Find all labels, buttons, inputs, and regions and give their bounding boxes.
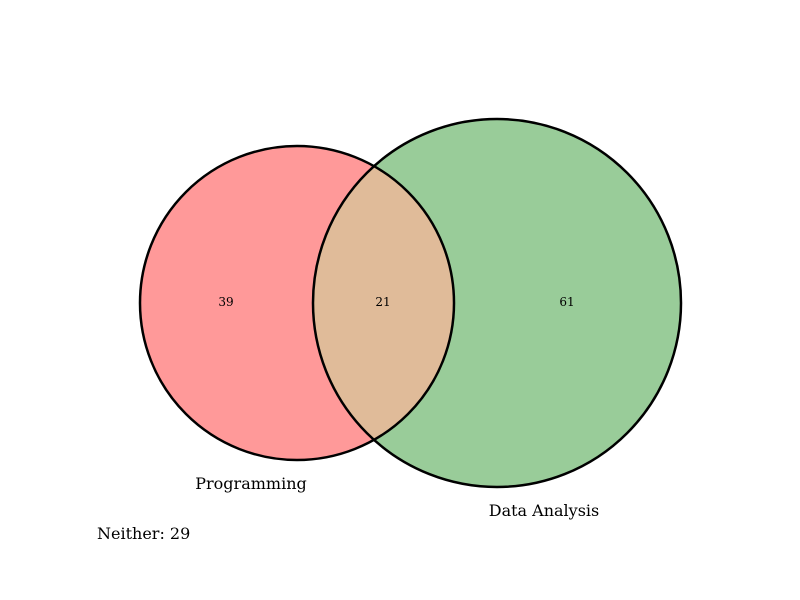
data-analysis-only-count: 61	[559, 295, 574, 309]
neither-count-label: Neither: 29	[97, 524, 191, 543]
intersection-count: 21	[375, 295, 390, 309]
programming-label: Programming	[195, 474, 306, 493]
intersection-region	[313, 146, 454, 460]
programming-outline	[138, 144, 456, 462]
data-analysis-label: Data Analysis	[489, 501, 600, 520]
programming-only-count: 39	[218, 295, 233, 309]
data-analysis-outline	[311, 117, 683, 489]
